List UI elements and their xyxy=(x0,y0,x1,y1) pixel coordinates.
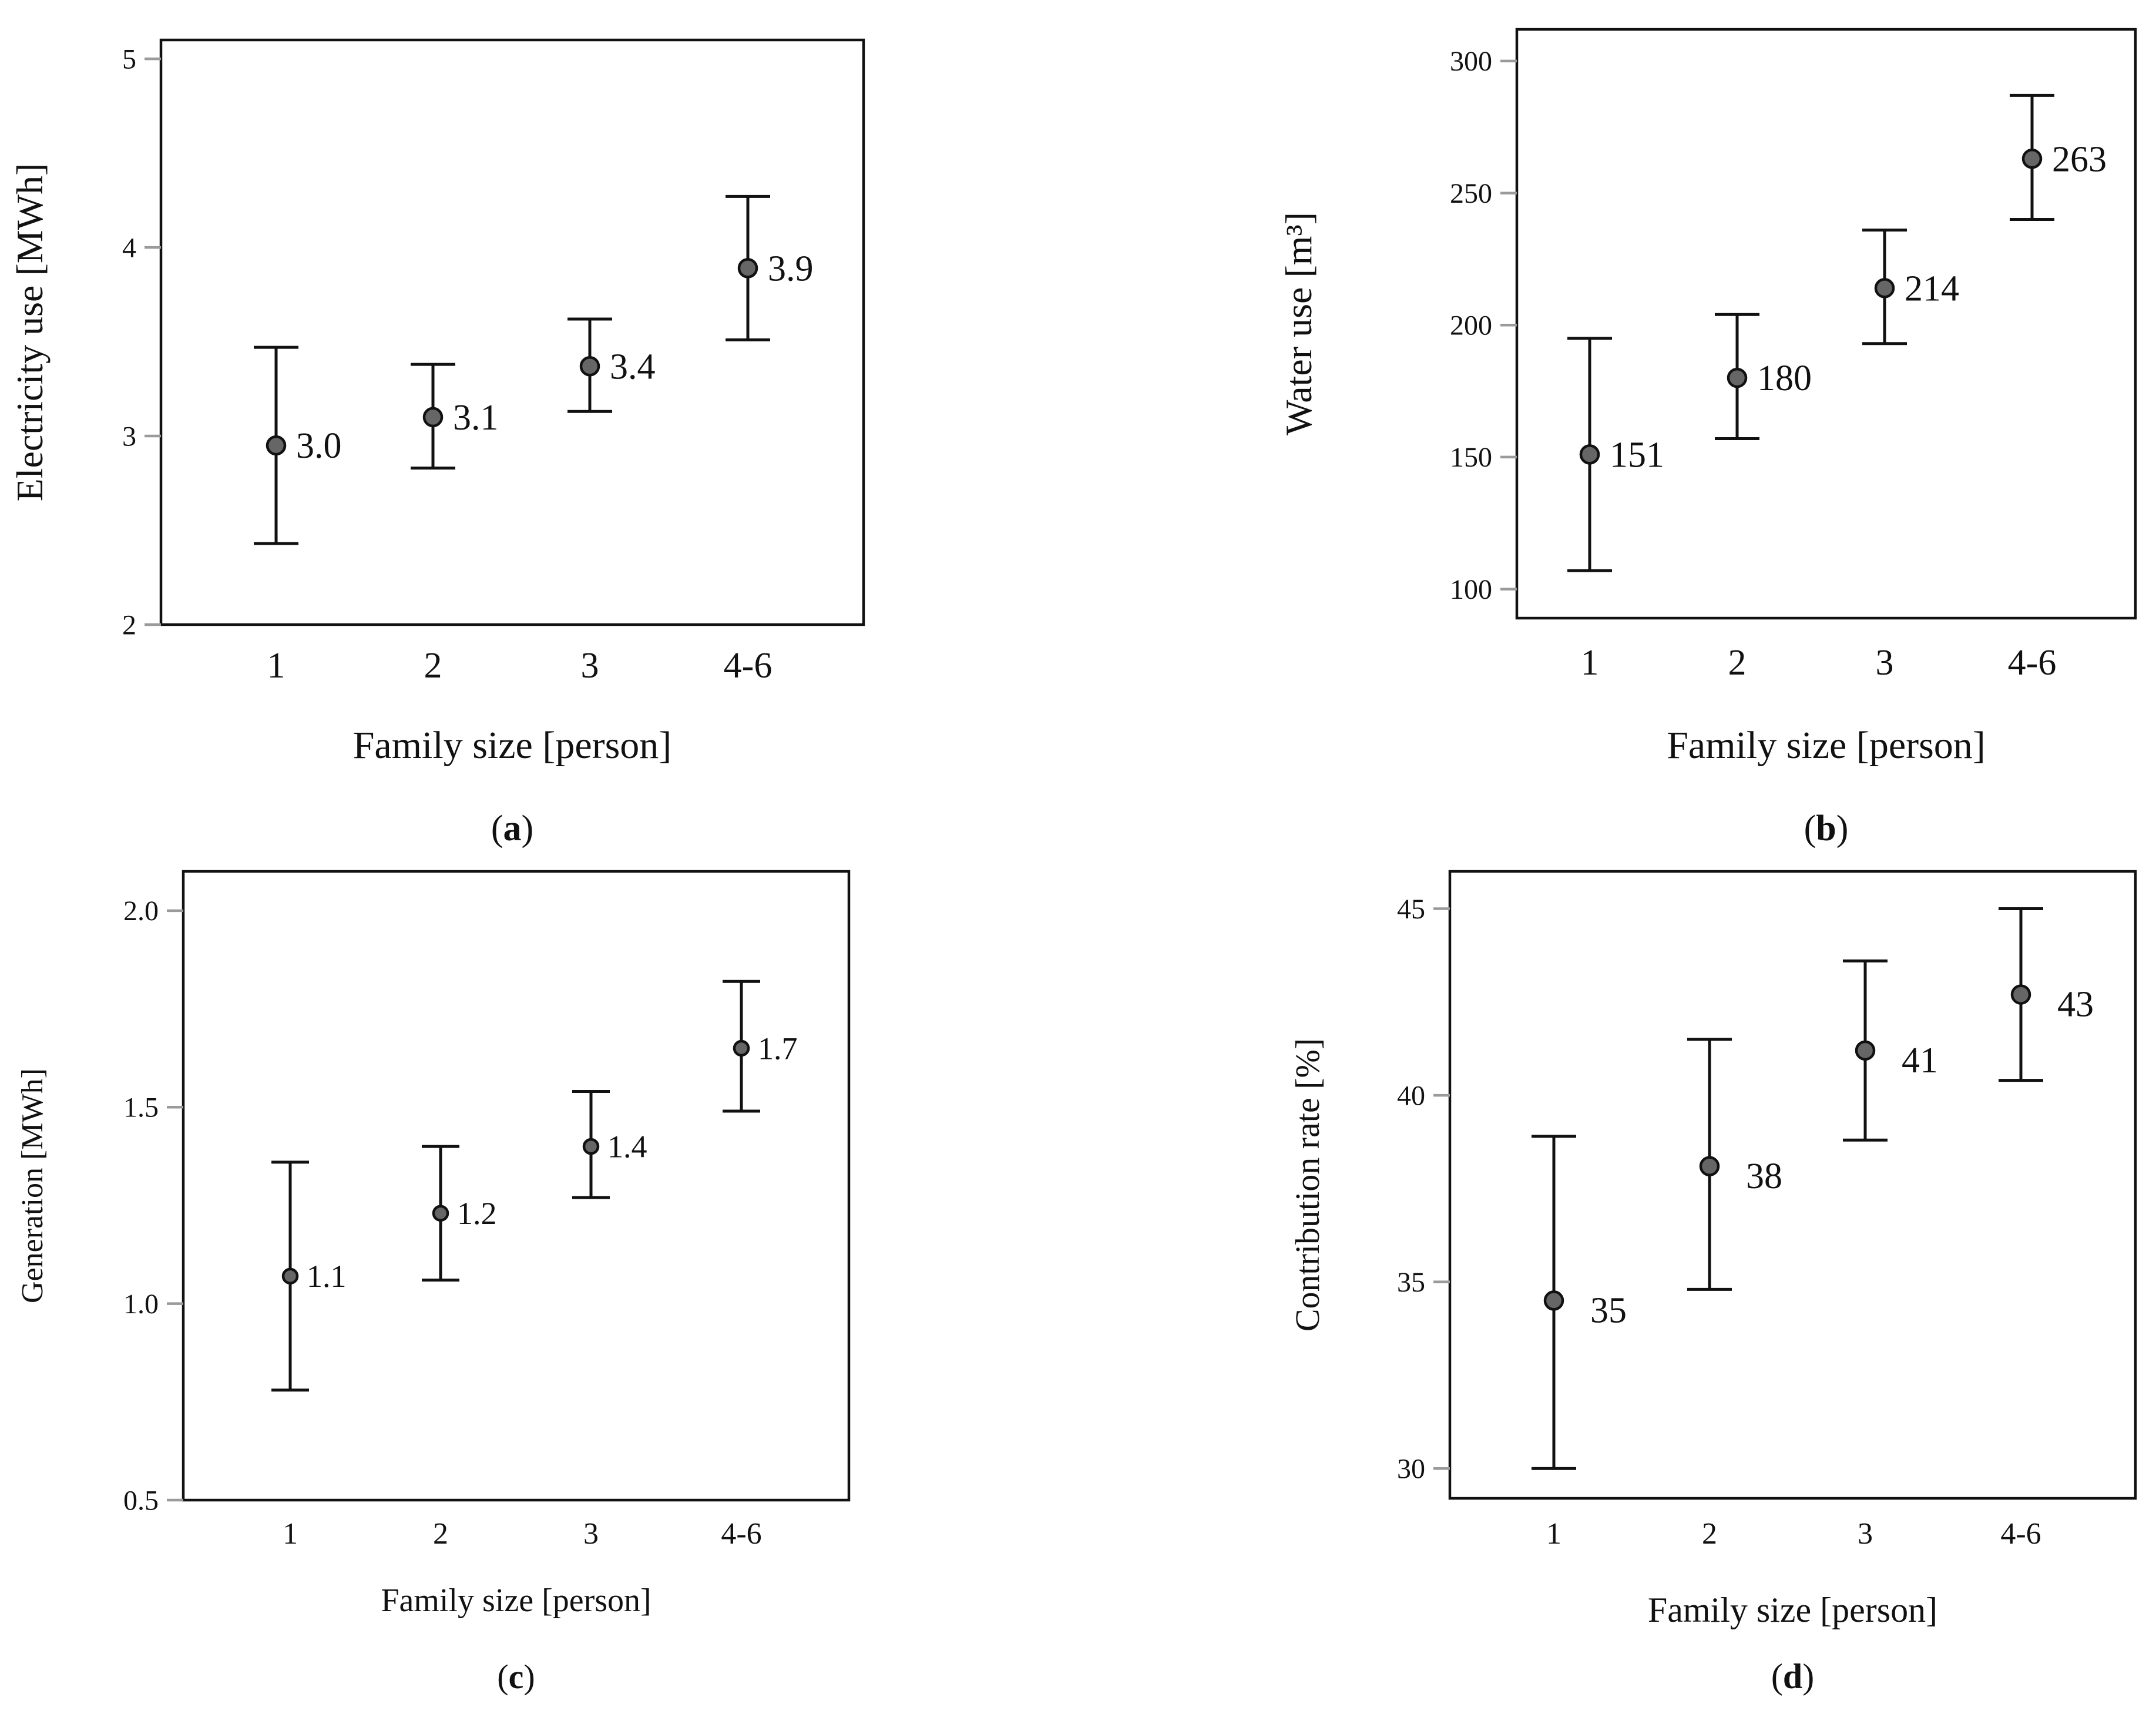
panel-a-plot-frame xyxy=(159,38,865,626)
panel-b-y-tick-label: 300 xyxy=(1450,46,1492,77)
panel-a-caption: (a) xyxy=(491,809,533,848)
panel-a-y-tick-label: 2 xyxy=(122,609,136,640)
panel-d-x-tick-label: 4-6 xyxy=(2000,1517,2041,1551)
panel-d-data-point xyxy=(1543,1290,1564,1311)
panel-d-x-axis-label: Family size [person] xyxy=(1648,1591,1937,1629)
panel-b-y-axis-label: Water use [m³] xyxy=(1278,212,1319,435)
panel-c-data-point xyxy=(582,1138,600,1155)
panel-c-y-tick-label: 1.0 xyxy=(123,1289,159,1320)
panel-c-x-tick-label: 2 xyxy=(433,1517,448,1551)
panel-a-y-tick-label: 3 xyxy=(122,421,136,452)
panel-d-y-axis-label: Contribution rate [%] xyxy=(1288,1038,1326,1331)
panel-b-data-point xyxy=(1727,367,1748,388)
panel-b-y-tick-label: 250 xyxy=(1450,178,1492,209)
panel-c-plot-frame xyxy=(182,870,851,1502)
panel-d-x-tick-label: 1 xyxy=(1546,1517,1561,1551)
panel-c-y-tick-label: 2.0 xyxy=(123,895,159,927)
panel-c-y-axis-label: Generation [MWh] xyxy=(16,1068,49,1303)
panel-a-data-label: 3.4 xyxy=(610,347,656,387)
panel-c-x-tick-label: 1 xyxy=(283,1517,298,1551)
panel-a-y-axis-label: Electricity use [MWh] xyxy=(9,163,51,502)
panel-d-data-point xyxy=(1855,1040,1876,1061)
panel-d-data-label: 41 xyxy=(1902,1041,1938,1081)
panel-b-data-point xyxy=(1579,444,1600,465)
panel-a-x-tick-label: 1 xyxy=(267,646,286,686)
panel-a-data-point xyxy=(422,407,444,428)
panel-a-data-point xyxy=(737,258,758,279)
panel-d-y-tick-label: 30 xyxy=(1397,1454,1425,1485)
panel-b-caption: (b) xyxy=(1804,809,1849,848)
panel-c-y-tick-label: 0.5 xyxy=(123,1485,159,1516)
panel-c-data-label: 1.4 xyxy=(607,1129,647,1164)
panel-a-data-label: 3.0 xyxy=(296,426,342,466)
panel-b-x-tick-label: 1 xyxy=(1581,643,1599,683)
panel-d-y-tick-label: 45 xyxy=(1397,894,1425,925)
panel-d-y-tick-label: 35 xyxy=(1397,1267,1425,1298)
panel-a-x-tick-label: 4-6 xyxy=(724,646,773,686)
panel-b-y-tick-label: 100 xyxy=(1450,574,1492,605)
panel-c-data-label: 1.7 xyxy=(758,1031,798,1066)
panel-a-y-tick-label: 4 xyxy=(122,232,136,263)
panel-b-x-tick-label: 3 xyxy=(1876,643,1894,683)
panel-b-data-label: 214 xyxy=(1905,269,1959,308)
panel-a-x-axis-label: Family size [person] xyxy=(353,724,672,767)
panel-c-x-tick-label: 3 xyxy=(583,1517,599,1551)
panel-c-data-point xyxy=(281,1267,299,1285)
panel-b-y-tick-label: 200 xyxy=(1450,310,1492,341)
panel-a-data-label: 3.1 xyxy=(453,398,499,438)
panel-b-data-label: 263 xyxy=(2052,139,2107,179)
panel-c-x-tick-label: 4-6 xyxy=(721,1517,761,1551)
panel-d-data-label: 38 xyxy=(1746,1156,1782,1196)
panel-c-y-tick-label: 1.5 xyxy=(123,1092,159,1123)
panel-c-data-label: 1.1 xyxy=(307,1259,347,1294)
panel-d-caption: (d) xyxy=(1771,1657,1814,1696)
panel-d-x-tick-label: 2 xyxy=(1702,1517,1717,1551)
panel-c-data-point xyxy=(432,1205,449,1222)
panel-c-data-point xyxy=(733,1039,750,1057)
panel-b-data-point xyxy=(2021,148,2043,169)
panel-d-y-tick-label: 40 xyxy=(1397,1080,1425,1111)
panel-b-x-tick-label: 4-6 xyxy=(2008,643,2057,683)
panel-a-y-tick-label: 5 xyxy=(122,43,136,75)
panel-b-x-axis-label: Family size [person] xyxy=(1667,724,1986,767)
panel-a-x-tick-label: 2 xyxy=(424,646,442,686)
panel-c-caption: (c) xyxy=(497,1658,535,1696)
panel-d-data-point xyxy=(2010,984,2031,1005)
panel-c-data-label: 1.2 xyxy=(457,1196,497,1231)
panel-a-x-tick-label: 3 xyxy=(581,646,599,686)
panel-b-data-label: 151 xyxy=(1610,435,1664,475)
panel-a-data-point xyxy=(579,356,600,377)
panel-c-x-axis-label: Family size [person] xyxy=(381,1582,651,1619)
panel-d-data-label: 35 xyxy=(1590,1290,1627,1330)
panel-b-plot-frame xyxy=(1515,28,2137,620)
panel-b-y-tick-label: 150 xyxy=(1450,442,1492,473)
panel-b-data-label: 180 xyxy=(1757,358,1812,398)
panel-d-data-point xyxy=(1699,1156,1720,1176)
panel-a-data-point xyxy=(266,435,287,456)
panel-a-data-label: 3.9 xyxy=(768,249,814,289)
panel-b-x-tick-label: 2 xyxy=(1728,643,1747,683)
panel-d-plot-frame xyxy=(1448,870,2137,1500)
panel-d-x-tick-label: 3 xyxy=(1858,1517,1873,1551)
panel-b-data-point xyxy=(1874,278,1895,298)
panel-d-data-label: 43 xyxy=(2057,985,2094,1025)
